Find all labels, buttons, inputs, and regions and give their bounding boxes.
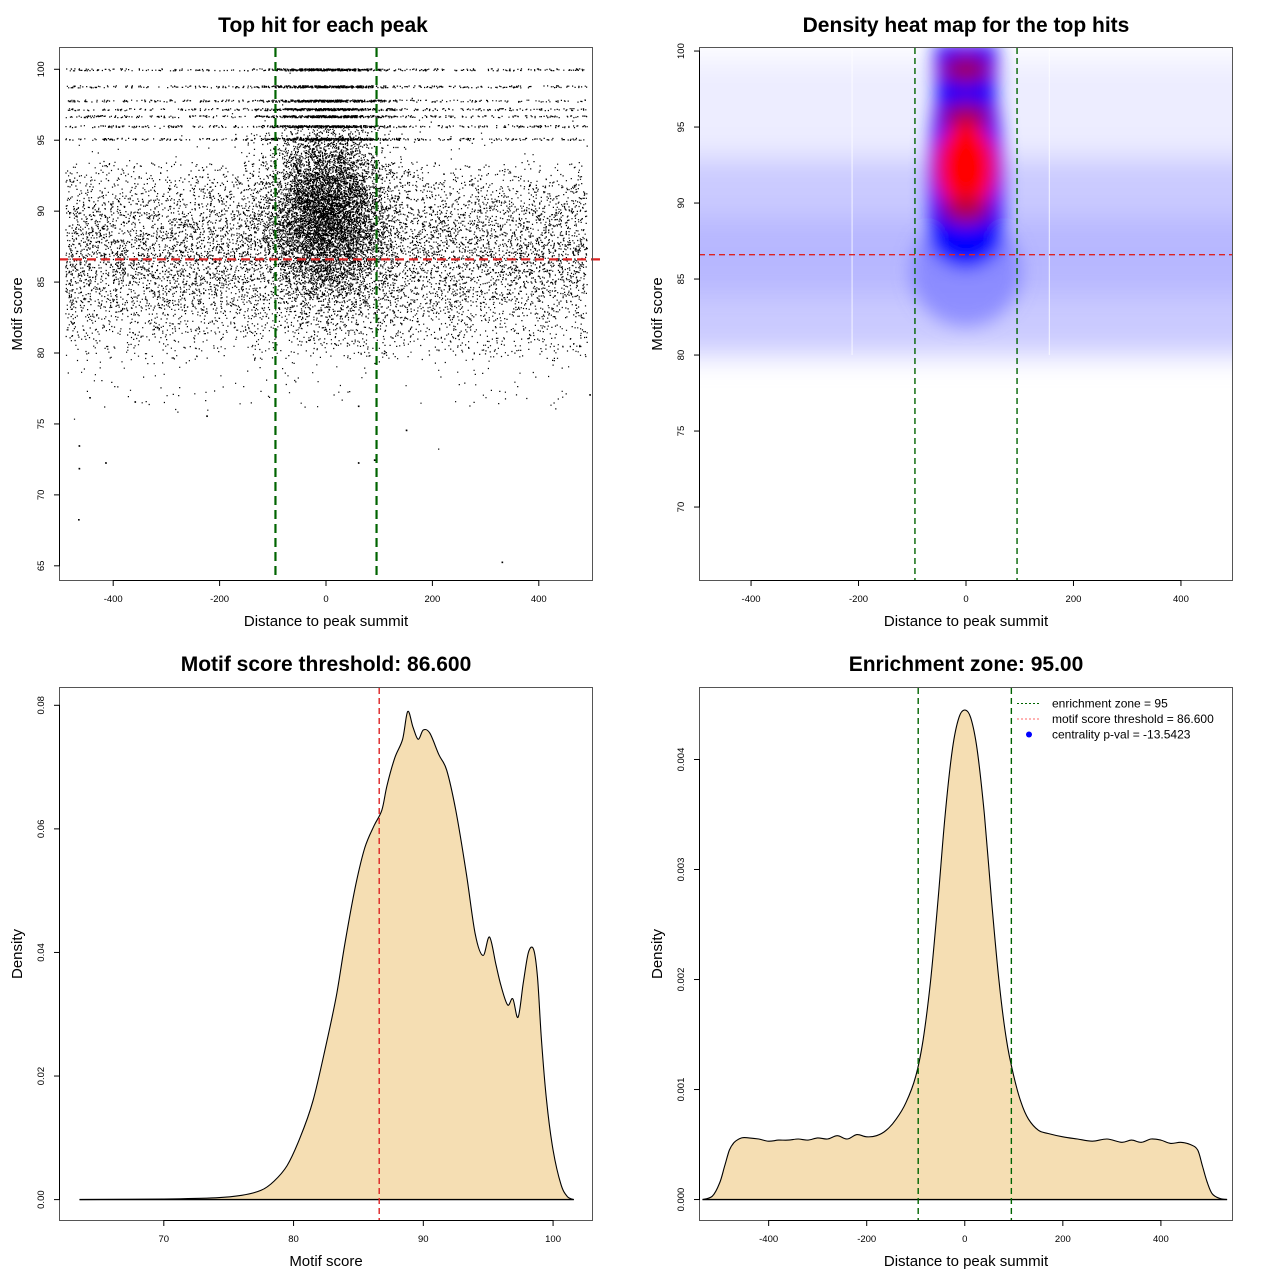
x-axis-label: Distance to peak summit [884, 1253, 1049, 1270]
x-tick-label: -400 [759, 1234, 778, 1245]
y-tick-label: 65 [36, 561, 47, 572]
chart-title: Enrichment zone: 95.00 [849, 653, 1084, 676]
axes: -400 -200 0 200 400 70 75 80 85 90 95 100 [676, 43, 1189, 605]
density-curve [702, 709, 1228, 1201]
x-tick-label: 0 [323, 594, 328, 605]
density-hotspot [942, 55, 990, 84]
panel-distance-density: Enrichment zone: 95.00 -400 -200 0 200 400 0.… [649, 653, 1233, 1270]
plot-area [702, 688, 1228, 1220]
x-tick-label: -400 [742, 594, 761, 605]
y-tick-label: 80 [36, 348, 47, 359]
y-tick-label: 0.002 [676, 968, 687, 992]
outlier-point [501, 561, 504, 564]
y-tick-label: 0.000 [676, 1188, 687, 1212]
x-tick-label: 200 [424, 594, 440, 605]
y-axis-label: Motif score [9, 277, 26, 350]
x-axis-label: Distance to peak summit [244, 613, 409, 630]
density-hotspot [942, 102, 990, 131]
central-density [911, 48, 1021, 327]
outlier-point [589, 394, 591, 396]
density-hotspot [936, 122, 996, 215]
density-curve [79, 710, 575, 1201]
outlier-point [357, 405, 360, 408]
y-tick-label: 0.08 [36, 696, 47, 715]
y-tick-label: 75 [36, 419, 47, 430]
y-tick-label: 0.004 [676, 748, 687, 772]
legend-dot-icon [1026, 731, 1032, 738]
chart-title: Motif score threshold: 86.600 [181, 653, 472, 676]
outlier-point [357, 462, 360, 464]
axes: -400 -200 0 200 400 0.000 0.001 0.002 0.003 0.004 [676, 748, 1169, 1245]
x-tick-label: 90 [418, 1234, 429, 1245]
x-tick-label: -200 [857, 1234, 876, 1245]
y-tick-label: 70 [36, 490, 47, 501]
panel-scatter: Top hit for each peak -400 -200 0 200 400 65 7… [9, 14, 600, 630]
y-axis-label: Motif score [649, 277, 666, 350]
x-tick-label: 80 [288, 1234, 299, 1245]
y-tick-label: 100 [676, 43, 687, 59]
axes: 70 80 90 100 0.00 0.02 0.04 0.06 0.08 [36, 696, 561, 1245]
x-tick-label: 200 [1066, 594, 1082, 605]
y-tick-label: 95 [36, 135, 47, 146]
y-tick-label: 0.04 [36, 943, 47, 962]
y-tick-label: 80 [676, 350, 687, 361]
outlier-point [373, 459, 376, 462]
outlier-point [78, 445, 81, 447]
legend-label: centrality p-val = -13.5423 [1052, 728, 1191, 742]
density-hotspot [942, 196, 990, 225]
panel-score-density: Motif score threshold: 86.600 70 80 90 100 0… [9, 653, 593, 1270]
x-tick-label: 400 [1153, 1234, 1169, 1245]
chart-title: Density heat map for the top hits [803, 14, 1130, 37]
outlier-point [405, 429, 408, 432]
outlier-point [78, 518, 80, 521]
scatter-points [65, 68, 591, 563]
plot-area [700, 48, 1232, 580]
y-tick-label: 85 [676, 274, 687, 285]
y-tick-label: 0.02 [36, 1067, 47, 1086]
x-tick-label: 0 [962, 1234, 967, 1245]
plot-area [79, 688, 575, 1220]
outlier-point [105, 462, 107, 464]
x-tick-label: 400 [1173, 594, 1189, 605]
density-area [702, 710, 1228, 1200]
chart-title: Top hit for each peak [218, 14, 428, 37]
y-tick-label: 0.00 [36, 1190, 47, 1209]
x-tick-label: -400 [104, 594, 123, 605]
density-area [79, 711, 574, 1200]
y-tick-label: 95 [676, 122, 687, 133]
x-tick-label: -200 [849, 594, 868, 605]
y-axis-label: Density [9, 928, 26, 979]
x-tick-label: 0 [963, 594, 968, 605]
y-tick-label: 75 [676, 426, 687, 437]
x-tick-label: 100 [545, 1234, 561, 1245]
outlier-point [78, 467, 81, 470]
y-tick-label: 70 [676, 502, 687, 513]
y-tick-label: 85 [36, 277, 47, 288]
x-tick-label: 70 [159, 1234, 170, 1245]
y-tick-label: 0.06 [36, 820, 47, 839]
y-tick-label: 90 [36, 206, 47, 217]
x-tick-label: 200 [1055, 1234, 1071, 1245]
y-tick-label: 0.001 [676, 1078, 687, 1102]
outlier-point [134, 401, 137, 403]
y-tick-label: 0.003 [676, 858, 687, 882]
axes: -400 -200 0 200 400 65 70 75 80 85 90 95 100 [36, 61, 547, 605]
legend-label: motif score threshold = 86.600 [1052, 712, 1214, 726]
outlier-point [206, 415, 208, 418]
y-axis-label: Density [649, 928, 666, 979]
y-tick-label: 100 [36, 61, 47, 77]
x-axis-label: Motif score [289, 1253, 362, 1270]
outlier-point [89, 396, 91, 399]
legend-label: enrichment zone = 95 [1052, 697, 1168, 711]
y-tick-label: 90 [676, 198, 687, 209]
panel-heatmap: Density heat map for the top hits -400 -2… [649, 14, 1233, 630]
plot-area [59, 48, 600, 580]
x-tick-label: 400 [531, 594, 547, 605]
x-axis-label: Distance to peak summit [884, 613, 1049, 630]
x-tick-label: -200 [210, 594, 229, 605]
